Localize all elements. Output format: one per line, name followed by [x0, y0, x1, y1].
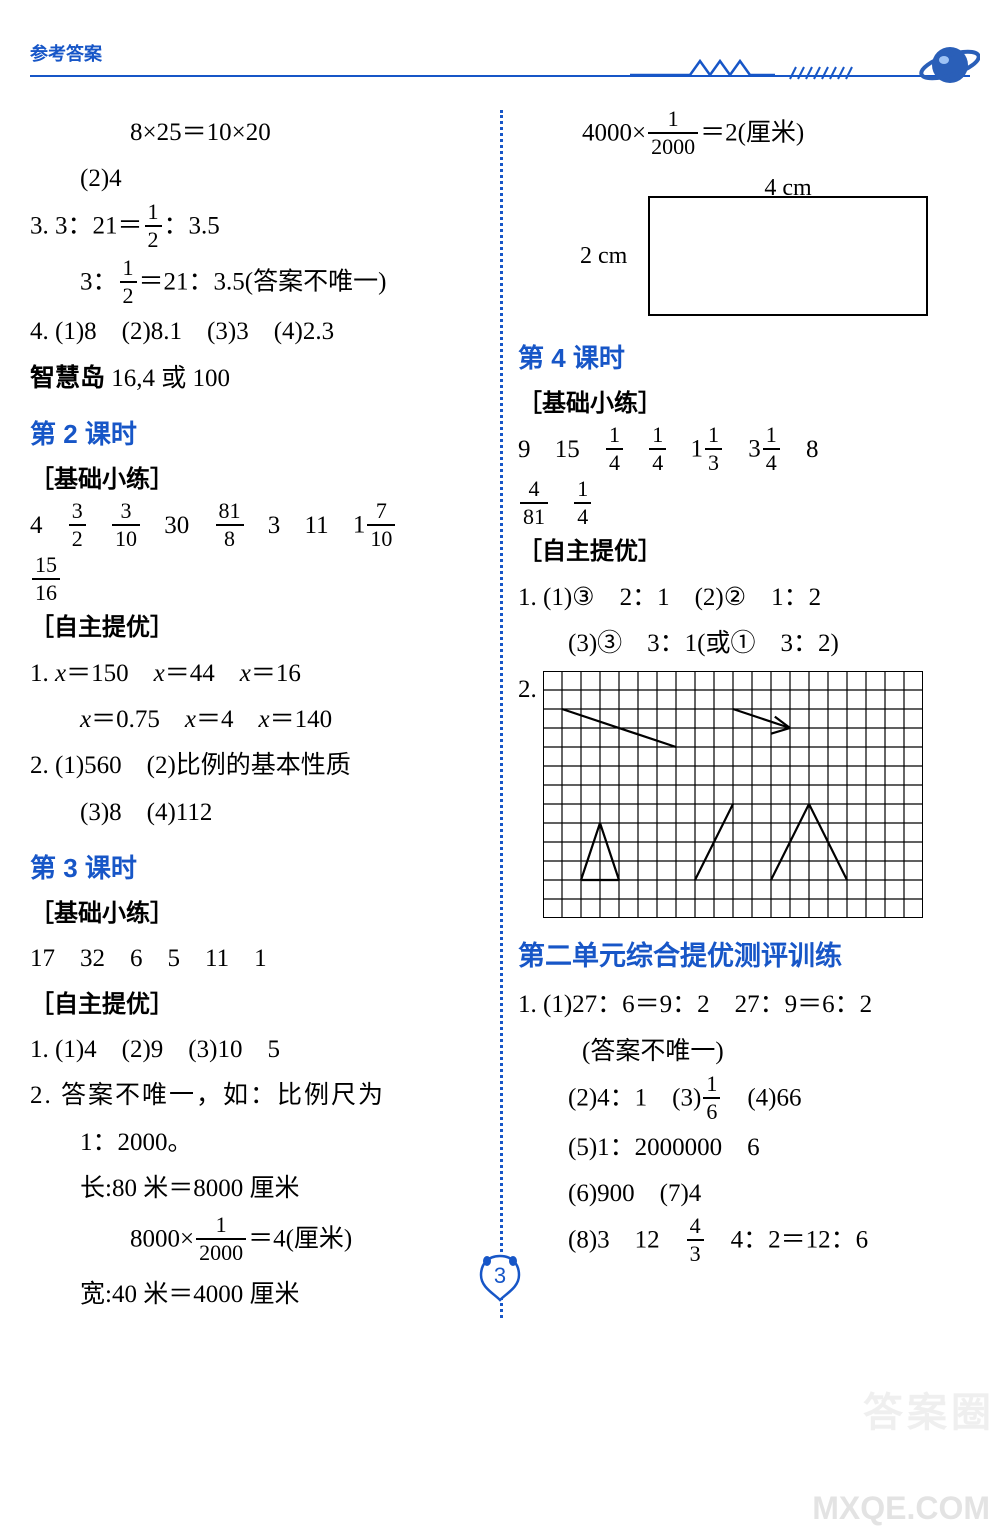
line: (2)4：1 (3)16 (4)66: [518, 1075, 970, 1125]
grid-row: 2.: [518, 667, 970, 918]
section-4-title: 第 4 课时: [518, 334, 970, 382]
line: 1. (1)27：6＝9：2 27：9＝6：2: [518, 982, 970, 1028]
section-2-title: 第 2 课时: [30, 410, 482, 458]
sub-basic: ［基础小练］: [518, 382, 970, 426]
left-column: 8×25＝10×20 (2)4 3. 3：21＝12：3.5 3：12＝21：3…: [30, 110, 500, 1318]
rect-label-top: 4 cm: [764, 166, 811, 210]
page-header: 参考答案: [0, 0, 1000, 100]
sub-basic: ［基础小练］: [30, 458, 482, 502]
answer-row: 9 15 14 14 113 314 8: [518, 426, 970, 476]
page-number-badge: 3: [475, 1253, 525, 1303]
line: 2. (1)560 (2)比例的基本性质: [30, 743, 482, 789]
sub-self: ［自主提优］: [518, 530, 970, 574]
line: 1：2000。: [30, 1120, 482, 1166]
line: (3)③ 3：1(或① 3：2): [518, 621, 970, 667]
answer-row: 17 32 6 5 11 1: [30, 936, 482, 982]
line: 8000×12000＝4(厘米): [30, 1216, 482, 1266]
page-number: 3: [494, 1263, 506, 1288]
sub-self: ［自主提优］: [30, 983, 482, 1027]
answer-row: 4 32 310 30 818 3 11 1710: [30, 502, 482, 552]
line: 长:80 米＝8000 厘米: [30, 1166, 482, 1212]
line: 4000×12000＝2(厘米): [518, 110, 970, 160]
planet-icon: [910, 40, 980, 90]
line: 智慧岛 16,4 或 100: [30, 355, 482, 402]
section-3-title: 第 3 课时: [30, 844, 482, 892]
line: (5)1：2000000 6: [518, 1125, 970, 1171]
line: x＝0.75 x＝4 x＝140: [30, 697, 482, 743]
line: (3)8 (4)112: [30, 790, 482, 836]
line: 1. x＝150 x＝44 x＝16: [30, 651, 482, 697]
sub-self: ［自主提优］: [30, 606, 482, 650]
line: 2. 答案不唯一，如：比例尺为: [30, 1073, 482, 1119]
header-zigzag: [630, 55, 910, 85]
line: 3：12＝21：3.5(答案不唯一): [30, 259, 482, 309]
line: 4. (1)8 (2)8.1 (3)3 (4)2.3: [30, 309, 482, 355]
answer-row: 481 14: [518, 480, 970, 530]
unit2-title: 第二单元综合提优测评训练: [518, 932, 970, 982]
sub-basic: ［基础小练］: [30, 892, 482, 936]
line: (答案不唯一): [518, 1029, 970, 1075]
line: 8×25＝10×20: [30, 110, 482, 156]
line: 3. 3：21＝12：3.5: [30, 203, 482, 253]
line: 1. (1)4 (2)9 (3)10 5: [30, 1027, 482, 1073]
grid-diagram: [543, 671, 923, 918]
rect-label-left: 2 cm: [580, 234, 627, 278]
rectangle-diagram: 4 cm 2 cm: [648, 196, 928, 316]
watermark: MXQE.COM: [812, 1490, 990, 1527]
line: (6)900 (7)4: [518, 1171, 970, 1217]
right-column: 4000×12000＝2(厘米) 4 cm 2 cm 第 4 课时 ［基础小练］…: [500, 110, 970, 1318]
line: (2)4: [30, 156, 482, 202]
line: 宽:40 米＝4000 厘米: [30, 1272, 482, 1318]
answer-row: 1516: [30, 556, 482, 606]
line: 1. (1)③ 2：1 (2)② 1：2: [518, 575, 970, 621]
watermark-cn: 答案圈: [863, 1380, 995, 1438]
line: (8)3 12 43 4：2＝12：6: [518, 1217, 970, 1267]
